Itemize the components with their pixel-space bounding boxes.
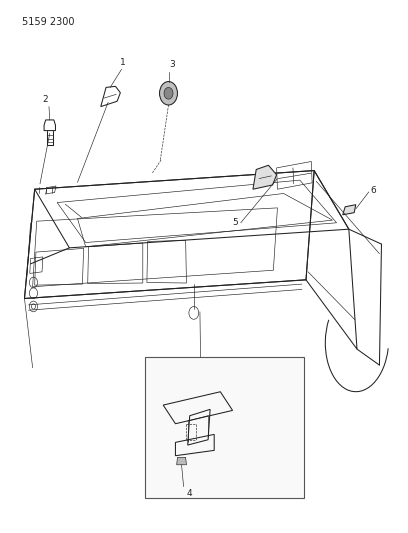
Text: 5: 5 [233,218,238,227]
Text: 6: 6 [370,187,376,195]
Polygon shape [343,205,356,215]
Circle shape [164,87,173,99]
Text: 5159 2300: 5159 2300 [22,17,75,27]
Bar [145,357,304,498]
Text: 1: 1 [120,58,126,67]
Circle shape [160,82,177,105]
Polygon shape [177,457,186,465]
Text: 2: 2 [42,95,48,104]
Polygon shape [253,165,277,189]
Text: 3: 3 [170,60,175,69]
Text: 4: 4 [186,489,192,498]
